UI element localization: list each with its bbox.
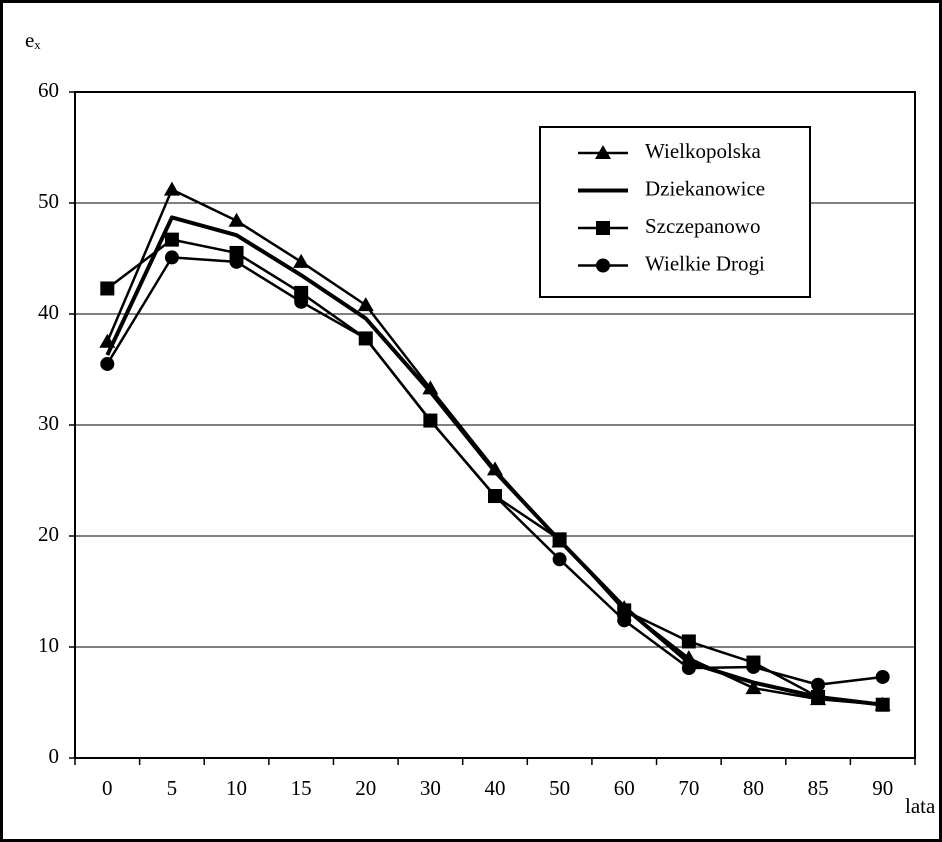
marker xyxy=(422,380,439,395)
legend-label: Wielkie Drogi xyxy=(645,251,765,275)
x-tick-label: 90 xyxy=(872,776,893,800)
marker xyxy=(163,181,180,196)
y-tick-label: 20 xyxy=(38,522,59,546)
x-tick-label: 60 xyxy=(614,776,635,800)
marker xyxy=(488,489,502,504)
y-axis-label: eₓ xyxy=(25,28,41,52)
marker xyxy=(745,680,762,695)
legend-label: Wielkopolska xyxy=(645,139,761,163)
marker xyxy=(811,689,826,704)
marker xyxy=(293,253,310,268)
marker xyxy=(229,254,244,269)
marker xyxy=(100,356,115,371)
marker xyxy=(811,677,826,692)
x-tick-label: 40 xyxy=(485,776,506,800)
x-tick-label: 85 xyxy=(808,776,829,800)
marker xyxy=(294,294,309,309)
legend-label: Dziekanowice xyxy=(645,176,765,200)
marker xyxy=(423,413,438,428)
series-line xyxy=(105,215,883,707)
marker xyxy=(681,634,696,649)
marker xyxy=(617,603,632,618)
x-tick-label: 15 xyxy=(291,776,312,800)
x-tick-label: 50 xyxy=(549,776,570,800)
legend-label: Szczepanowo xyxy=(645,214,760,238)
marker xyxy=(617,613,632,628)
marker xyxy=(681,661,696,676)
marker xyxy=(358,331,373,346)
marker xyxy=(552,552,567,567)
marker xyxy=(875,669,890,684)
y-tick-label: 0 xyxy=(49,744,60,768)
marker xyxy=(100,281,115,296)
x-tick-label: 70 xyxy=(678,776,699,800)
y-tick-label: 40 xyxy=(38,300,59,324)
legend-box xyxy=(539,126,811,298)
y-tick-label: 50 xyxy=(38,189,59,213)
marker xyxy=(875,697,890,712)
marker xyxy=(746,659,761,674)
marker xyxy=(357,297,374,312)
y-tick-label: 60 xyxy=(38,78,59,102)
y-tick-label: 10 xyxy=(38,633,59,657)
x-tick-label: 10 xyxy=(226,776,247,800)
x-tick-label: 80 xyxy=(743,776,764,800)
x-tick-label: 20 xyxy=(355,776,376,800)
x-axis-label: lata xyxy=(905,794,936,818)
marker xyxy=(552,532,567,547)
x-tick-label: 0 xyxy=(102,776,113,800)
marker xyxy=(487,461,503,476)
marker xyxy=(596,221,610,235)
x-tick-label: 5 xyxy=(167,776,178,800)
x-tick-label: 30 xyxy=(420,776,441,800)
y-tick-label: 30 xyxy=(38,411,59,435)
plot-frame xyxy=(74,91,916,759)
marker xyxy=(164,250,179,265)
marker xyxy=(596,258,610,273)
marker xyxy=(164,232,179,247)
marker xyxy=(595,145,611,159)
marker xyxy=(228,212,245,227)
